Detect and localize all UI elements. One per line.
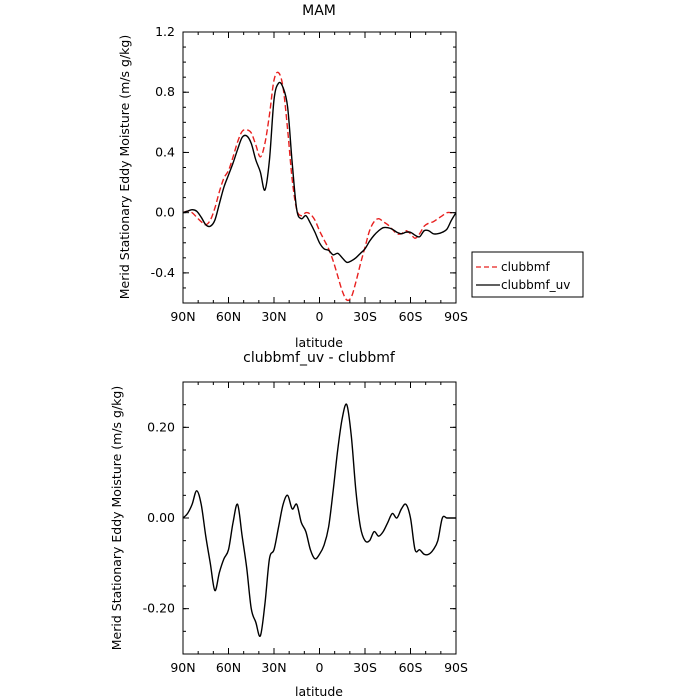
x-axis-label: latitude bbox=[295, 335, 343, 350]
x-tick-label: 0 bbox=[316, 309, 324, 324]
series-line-clubbmf bbox=[182, 71, 456, 302]
series-group bbox=[182, 403, 456, 638]
x-tick-label: 90N bbox=[170, 309, 195, 324]
legend-label-clubbmf: clubbmf bbox=[501, 260, 550, 274]
x-tick-label: 60N bbox=[216, 309, 241, 324]
x-tick-label: 60N bbox=[216, 660, 241, 675]
series-line-diff bbox=[182, 403, 456, 638]
x-tick-label: 90N bbox=[170, 660, 195, 675]
x-tick-label: 30S bbox=[353, 660, 377, 675]
y-tick-label: 0.0 bbox=[155, 205, 175, 220]
y-tick-label: 0.00 bbox=[147, 510, 175, 525]
x-axis-label: latitude bbox=[295, 684, 343, 699]
x-tick-label: 0 bbox=[316, 660, 324, 675]
y-tick-label: 0.8 bbox=[155, 84, 175, 99]
chart-title: MAM bbox=[302, 3, 336, 19]
series-line-clubbmf-uv bbox=[182, 81, 457, 264]
plot-frame bbox=[182, 31, 457, 304]
panel-bottom: clubbmf_uv - clubbmf Merid Stationary Ed… bbox=[109, 350, 468, 699]
ticks-group: 90N 60N 30N 0 30S 60S 90S -0.4 0.0 0.4 0.8 1.2 bbox=[151, 24, 468, 324]
x-tick-label: 90S bbox=[444, 309, 468, 324]
y-axis-label: Merid Stationary Eddy Moisture (m/s g/kg… bbox=[109, 386, 124, 650]
y-axis-label: Merid Stationary Eddy Moisture (m/s g/kg… bbox=[117, 35, 132, 299]
x-tick-label: 60S bbox=[399, 660, 423, 675]
chart-title: clubbmf_uv - clubbmf bbox=[243, 350, 396, 366]
x-tick-label: 90S bbox=[444, 660, 468, 675]
y-tick-label: -0.20 bbox=[143, 601, 175, 616]
x-tick-label: 30N bbox=[261, 309, 286, 324]
legend-box bbox=[471, 251, 584, 298]
ticks-group: 90N 60N 30N 0 30S 60S 90S -0.20 0.00 0.20 bbox=[143, 381, 468, 675]
y-tick-label: -0.4 bbox=[151, 265, 175, 280]
panel-top: MAM Merid Stationary Eddy Moisture (m/s … bbox=[117, 3, 584, 350]
y-tick-label: 0.4 bbox=[155, 144, 175, 159]
series-group bbox=[182, 71, 457, 302]
legend-label-clubbmf-uv: clubbmf_uv bbox=[501, 278, 570, 292]
x-tick-label: 60S bbox=[399, 309, 423, 324]
y-tick-label: 1.2 bbox=[155, 24, 175, 39]
plot-frame bbox=[182, 381, 457, 655]
x-tick-label: 30N bbox=[261, 660, 286, 675]
y-tick-label: 0.20 bbox=[147, 419, 175, 434]
x-tick-label: 30S bbox=[353, 309, 377, 324]
legend: clubbmf clubbmf_uv bbox=[471, 251, 584, 298]
